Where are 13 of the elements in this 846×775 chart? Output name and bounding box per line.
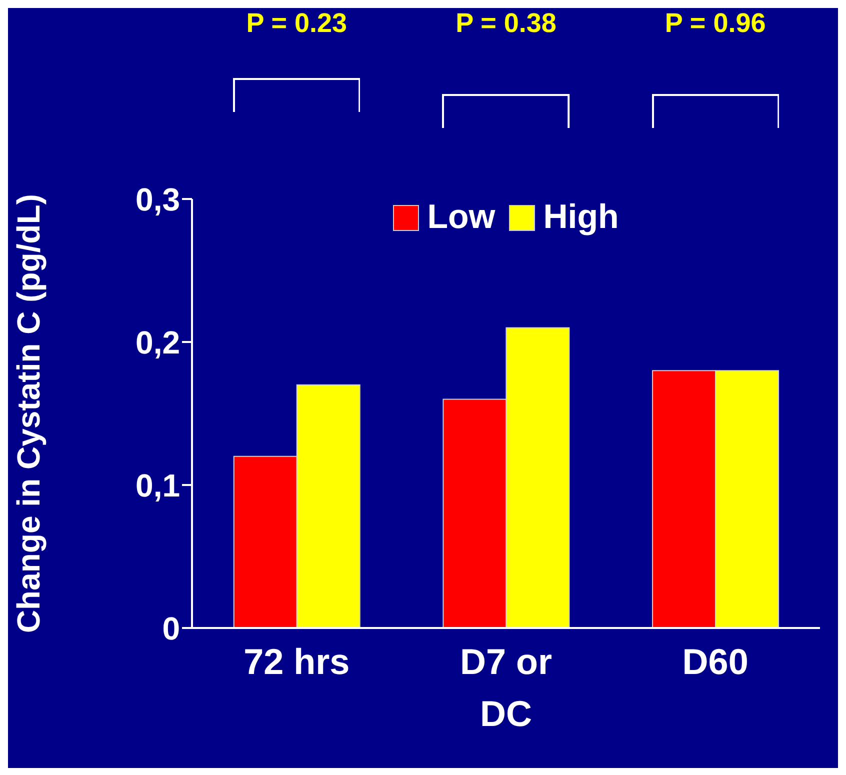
- x-tick-label: D60: [682, 641, 748, 682]
- x-tick-label: 72 hrs: [244, 641, 350, 682]
- text: P = 0.23: [245, 8, 348, 39]
- x-tick-label: D7 or DC: [460, 641, 552, 734]
- text: P = 0.96: [664, 8, 767, 39]
- y-tick-label: 0,3: [136, 181, 180, 218]
- y-tick-label: 0: [162, 610, 180, 646]
- legend-label: Low: [427, 198, 496, 237]
- y-tick-label: 0,1: [136, 467, 180, 504]
- text: P = 0.38: [454, 8, 558, 39]
- y-axis-title: Change in Cystatin C (pg/dL): [10, 194, 46, 634]
- legend-label: High: [543, 198, 619, 237]
- y-tick-label: 0,2: [136, 324, 180, 360]
